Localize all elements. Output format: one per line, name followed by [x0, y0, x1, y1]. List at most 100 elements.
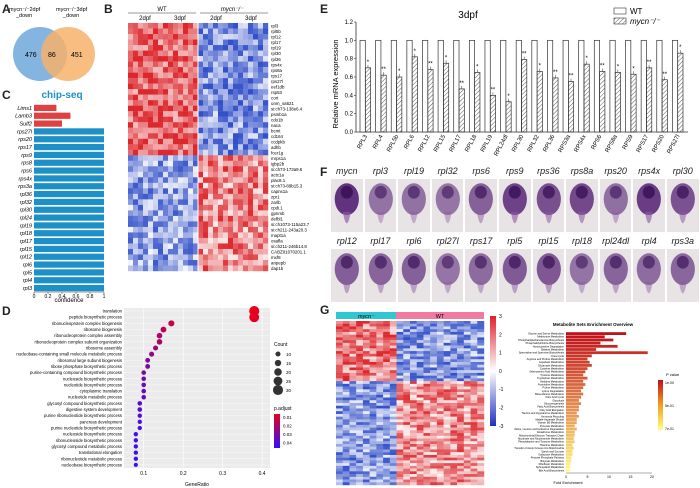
g-heatmap-cell — [477, 329, 485, 333]
chipseq-bar — [34, 245, 104, 253]
heatmap-b-cell — [193, 34, 199, 40]
legend-mut-label: mycn⁻/⁻ — [630, 17, 661, 26]
heatmap-b-cell — [263, 111, 269, 117]
heatmap-b-cell — [218, 149, 224, 156]
heatmap-b-cell — [213, 144, 219, 150]
heatmap-b-cell — [243, 155, 249, 161]
g-heatmap-cell — [430, 405, 438, 409]
heatmap-b-cell — [138, 28, 144, 35]
heatmap-b-cell — [138, 72, 144, 79]
g-heatmap-cell — [376, 476, 384, 480]
qpcr-category: RPL5b — [386, 134, 400, 154]
ish-label: rps36 — [537, 166, 560, 176]
heatmap-b-cell — [168, 61, 174, 68]
go-dot — [133, 456, 139, 461]
g-heatmap-cell — [416, 351, 424, 354]
qpcr-bar-mut — [364, 67, 371, 133]
heatmap-b-cell — [183, 67, 189, 73]
heatmap-b-cell — [218, 61, 224, 68]
g-heatmap-cell — [362, 367, 370, 371]
g-heatmap-cell — [396, 359, 404, 363]
go-term-label: nucleotide biosynthetic process — [64, 382, 122, 387]
heatmap-b-cell — [248, 232, 254, 239]
g-heatmap-cell — [450, 427, 458, 431]
g-heatmap-cell — [423, 397, 431, 401]
heatmap-b-cell — [138, 111, 144, 117]
g-heatmap-cell — [403, 367, 411, 371]
g-heatmap-cell — [436, 334, 444, 338]
heatmap-b-cell — [143, 199, 149, 206]
heatmap-b-cell — [208, 67, 214, 73]
heatmap-b-cell — [178, 105, 184, 112]
g-heatmap-cell — [336, 474, 343, 477]
g-heatmap-cell — [423, 446, 431, 450]
g-heatmap-cell — [396, 430, 404, 434]
heatmap-b-cell — [223, 138, 229, 145]
ish-label: rps17 — [469, 236, 493, 246]
heatmap-b-cell — [133, 127, 139, 134]
heatmap-b-gene-label: rpl3 — [271, 24, 279, 29]
g-heatmap-cell — [430, 438, 438, 442]
g-heatmap-cell — [369, 329, 377, 333]
heatmap-b-cell — [238, 193, 244, 200]
heatmap-b-cell — [128, 133, 134, 139]
heatmap-b-cell — [208, 122, 214, 128]
heatmap-b-cell — [243, 28, 249, 35]
heatmap-b-cell — [208, 248, 214, 255]
g-heatmap-cell — [477, 452, 485, 456]
chipseq-bar — [34, 261, 104, 268]
heatmap-b-gene-label: si:ch211-246b14.8 — [271, 244, 307, 249]
g-heatmap-cell — [403, 389, 411, 393]
heatmap-b-cell — [253, 254, 259, 261]
go-dot — [141, 370, 147, 375]
g-heatmap-cell — [436, 424, 444, 428]
g-heatmap-cell — [336, 321, 343, 324]
heatmap-b-cell — [208, 199, 214, 206]
heatmap-b-cell — [168, 127, 174, 134]
chipseq-bar — [34, 284, 104, 292]
g-enrich-bar — [566, 402, 582, 405]
heatmap-b-cell — [188, 111, 194, 117]
heatmap-b-cell — [203, 111, 209, 117]
g-heatmap-cell — [477, 476, 485, 480]
heatmap-b-cell — [188, 177, 194, 184]
heatmap-b-cell — [188, 78, 194, 84]
heatmap-b-cell — [143, 94, 149, 101]
g-heatmap-cell — [389, 474, 397, 477]
g-enrich-bar — [566, 462, 571, 466]
g-heatmap-cell — [336, 411, 343, 415]
heatmap-b-cell — [243, 122, 249, 128]
chipseq-xtick: 0.6 — [73, 294, 80, 300]
g-heatmap-cell — [342, 353, 350, 357]
g-heatmap-cell — [376, 416, 384, 420]
g-heatmap-cell — [349, 394, 357, 398]
heatmap-b-cell — [248, 50, 254, 57]
g-heatmap-cell — [470, 337, 478, 341]
heatmap-b-cell — [173, 23, 179, 29]
heatmap-b-cell — [263, 67, 269, 73]
g-heatmap-cell — [450, 353, 458, 357]
g-heatmap-cell — [342, 413, 350, 417]
heatmap-b-cell — [258, 237, 264, 244]
heatmap-b-cell — [243, 171, 249, 178]
heatmap-b-cell — [243, 67, 249, 73]
heatmap-b-cell — [223, 182, 229, 189]
g-heatmap-cell — [436, 321, 444, 324]
qpcr-bar-wt — [484, 39, 491, 133]
heatmap-b-cell — [193, 133, 199, 139]
heatmap-b-cell — [158, 45, 164, 51]
g-heatmap-cell — [369, 454, 377, 458]
heatmap-b-cell — [238, 94, 244, 101]
g-heatmap-cell — [403, 403, 411, 406]
heatmap-b-cell — [243, 116, 249, 123]
g-enrich-term: Tyrosine Metabolism — [540, 373, 564, 377]
g-heatmap-cell — [349, 353, 357, 357]
g-heatmap-cell — [403, 460, 411, 464]
g-heatmap-cell — [416, 449, 424, 453]
go-dot — [133, 444, 139, 449]
g-heatmap-cell — [410, 468, 417, 472]
heatmap-b-cell — [128, 215, 134, 222]
g-heatmap-cell — [336, 460, 343, 464]
heatmap-b-cell — [253, 149, 259, 156]
heatmap-b-cell — [218, 34, 224, 40]
